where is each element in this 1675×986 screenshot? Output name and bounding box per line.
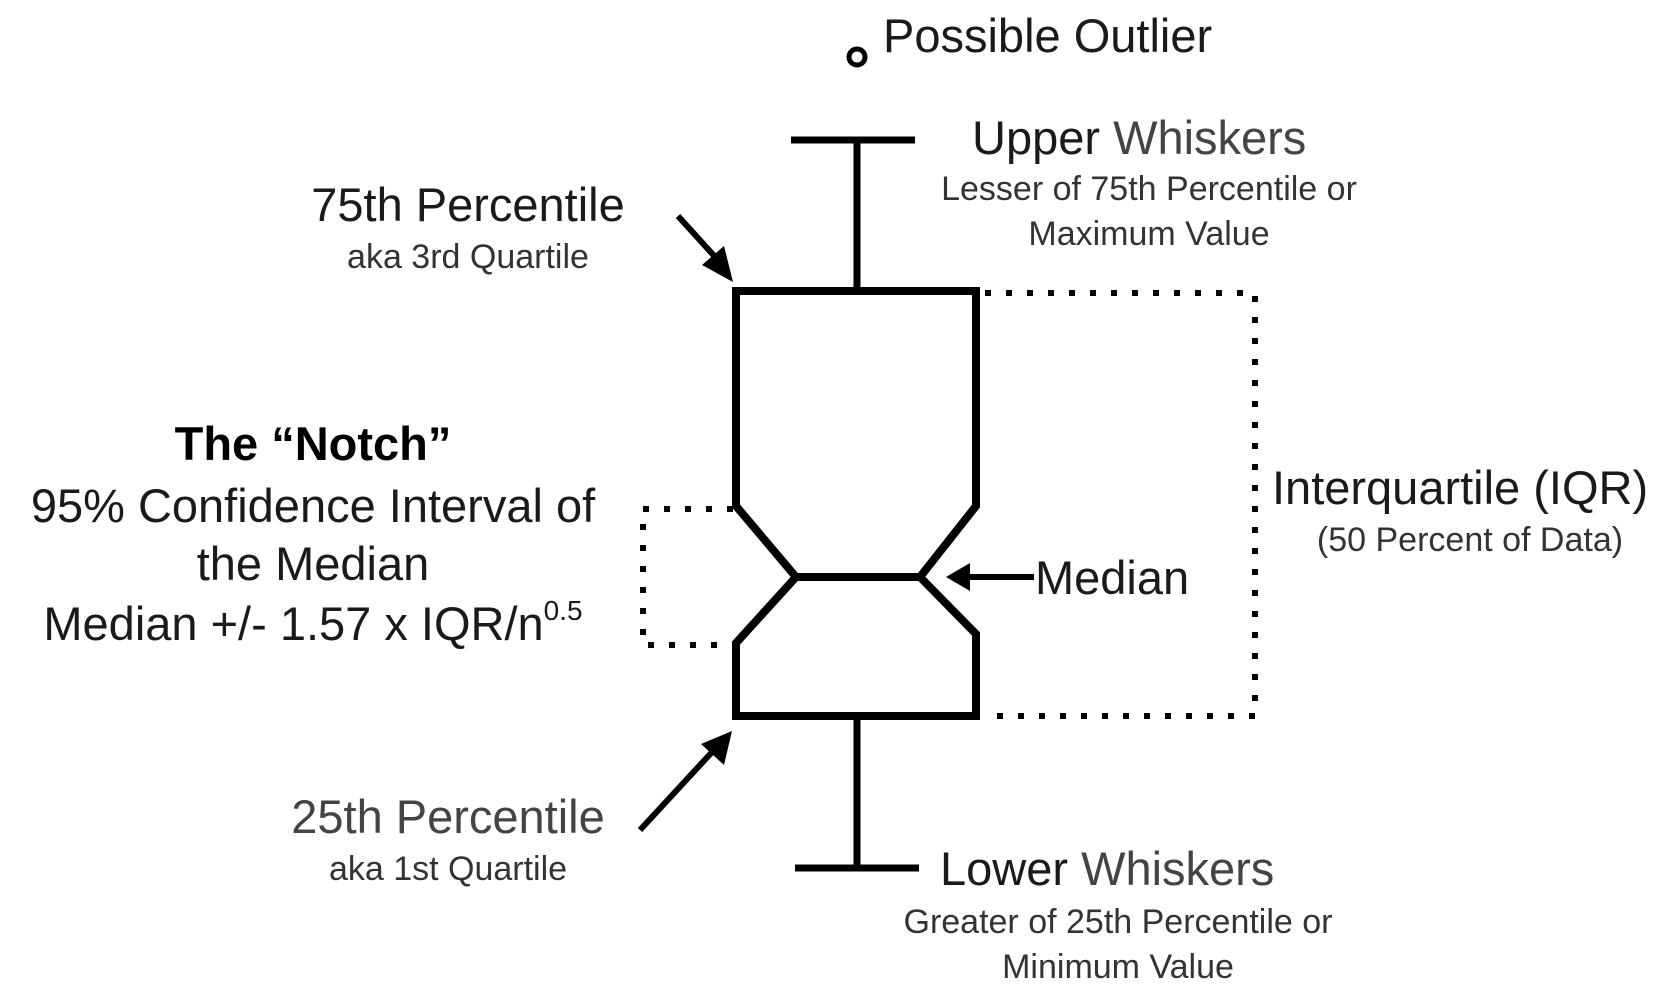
iqr-bracket — [985, 290, 1258, 719]
lower-whiskers-desc-line1: Greater of 25th Percentile or — [903, 903, 1333, 941]
outlier-label: Possible Outlier — [883, 9, 1213, 62]
lower-whiskers-word1: Lower — [940, 842, 1069, 895]
arrow-75th-shaft — [675, 213, 720, 262]
arrow-75th-head — [702, 246, 733, 282]
percentile-75-title: 75th Percentile — [311, 178, 625, 231]
notch-line2: the Median — [196, 537, 430, 590]
iqr-title: Interquartile (IQR) — [1272, 461, 1649, 514]
notch-formula: Median +/- 1.57 x IQR/n0.5 — [43, 597, 582, 650]
upper-whiskers-desc-line1: Lesser of 75th Percentile or — [941, 170, 1357, 208]
percentile-25-subtitle: aka 1st Quartile — [328, 850, 568, 888]
percentile-75-subtitle: aka 3rd Quartile — [347, 238, 589, 276]
notch-title: The “Notch” — [174, 417, 452, 470]
notch-line1: 95% Confidence Interval of — [30, 479, 596, 532]
arrow-25th-head — [701, 731, 732, 765]
upper-whiskers-word2: Whiskers — [1113, 111, 1307, 164]
upper-whiskers-title: Upper Whiskers — [972, 114, 1306, 161]
outlier-marker — [846, 46, 868, 68]
notch-formula-text: Median +/- 1.57 x IQR/n — [43, 597, 544, 650]
upper-whiskers-desc-line2: Maximum Value — [1028, 215, 1270, 253]
arrow-25th-shaft — [637, 748, 716, 833]
median-label: Median — [1035, 551, 1190, 604]
arrow-median-head — [946, 563, 970, 591]
upper-whiskers-word1: Upper — [972, 111, 1101, 164]
notch-bracket — [640, 506, 733, 648]
notch-formula-exponent: 0.5 — [543, 595, 583, 626]
iqr-subtitle: (50 Percent of Data) — [1316, 521, 1624, 559]
lower-whiskers-title: Lower Whiskers — [940, 845, 1274, 892]
lower-whiskers-word2: Whiskers — [1081, 842, 1275, 895]
percentile-25-title: 25th Percentile — [291, 790, 605, 843]
notched-box — [732, 287, 980, 720]
lower-whiskers-desc-line2: Minimum Value — [1002, 948, 1234, 986]
